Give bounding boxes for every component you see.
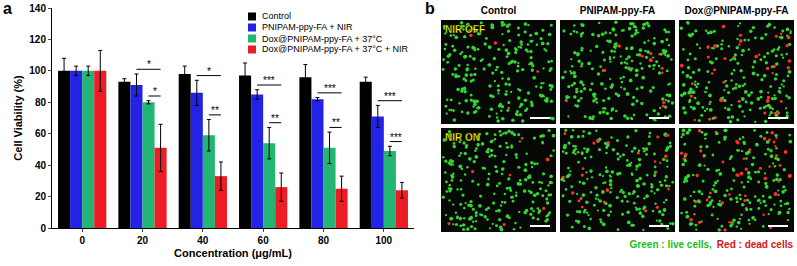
svg-text:Green : live cells,: Green : live cells,	[630, 239, 712, 250]
svg-text:100: 100	[375, 235, 392, 246]
svg-text:100: 100	[29, 65, 46, 76]
svg-text:NIR OFF: NIR OFF	[445, 24, 485, 35]
svg-text:Dox@PNIPAM-ppy-FA: Dox@PNIPAM-ppy-FA	[684, 5, 788, 16]
svg-text:Dox@PNIPAM-ppy-FA + 37°C + NIR: Dox@PNIPAM-ppy-FA + 37°C + NIR	[262, 44, 409, 54]
svg-text:80: 80	[35, 97, 47, 108]
svg-text:Control: Control	[262, 11, 291, 21]
svg-text:*: *	[147, 59, 151, 70]
svg-text:80: 80	[318, 235, 330, 246]
svg-text:Control: Control	[481, 5, 517, 16]
svg-text:NIR ON: NIR ON	[445, 132, 480, 143]
svg-text:140: 140	[29, 3, 46, 14]
svg-text:*: *	[153, 86, 157, 97]
svg-text:40: 40	[35, 160, 47, 171]
svg-text:b: b	[425, 0, 435, 17]
svg-text:0: 0	[40, 223, 46, 234]
svg-text:60: 60	[258, 235, 270, 246]
svg-text:**: **	[332, 117, 340, 128]
svg-text:20: 20	[35, 191, 47, 202]
svg-text:*: *	[207, 66, 211, 77]
svg-text:Red : dead cells: Red : dead cells	[717, 239, 794, 250]
svg-text:Concentration (μg/mL): Concentration (μg/mL)	[174, 247, 292, 259]
svg-text:40: 40	[197, 235, 209, 246]
svg-text:20: 20	[137, 235, 149, 246]
svg-text:Dox@PNIPAM-ppy-FA + 37°C: Dox@PNIPAM-ppy-FA + 37°C	[262, 34, 383, 44]
svg-text:**: **	[211, 105, 219, 116]
svg-text:PNIPAM-ppy-FA: PNIPAM-ppy-FA	[580, 5, 655, 16]
svg-text:PNIPAM-ppy-FA + NIR: PNIPAM-ppy-FA + NIR	[262, 22, 353, 32]
svg-text:***: ***	[324, 83, 336, 94]
svg-text:Cell Viability (%): Cell Viability (%)	[12, 75, 24, 161]
svg-text:***: ***	[263, 75, 275, 86]
svg-text:0: 0	[79, 235, 85, 246]
svg-text:**: **	[271, 113, 279, 124]
svg-text:***: ***	[390, 132, 402, 143]
html-text:a: a	[3, 0, 12, 17]
svg-text:***: ***	[384, 91, 396, 102]
svg-text:60: 60	[35, 128, 47, 139]
svg-text:120: 120	[29, 34, 46, 45]
